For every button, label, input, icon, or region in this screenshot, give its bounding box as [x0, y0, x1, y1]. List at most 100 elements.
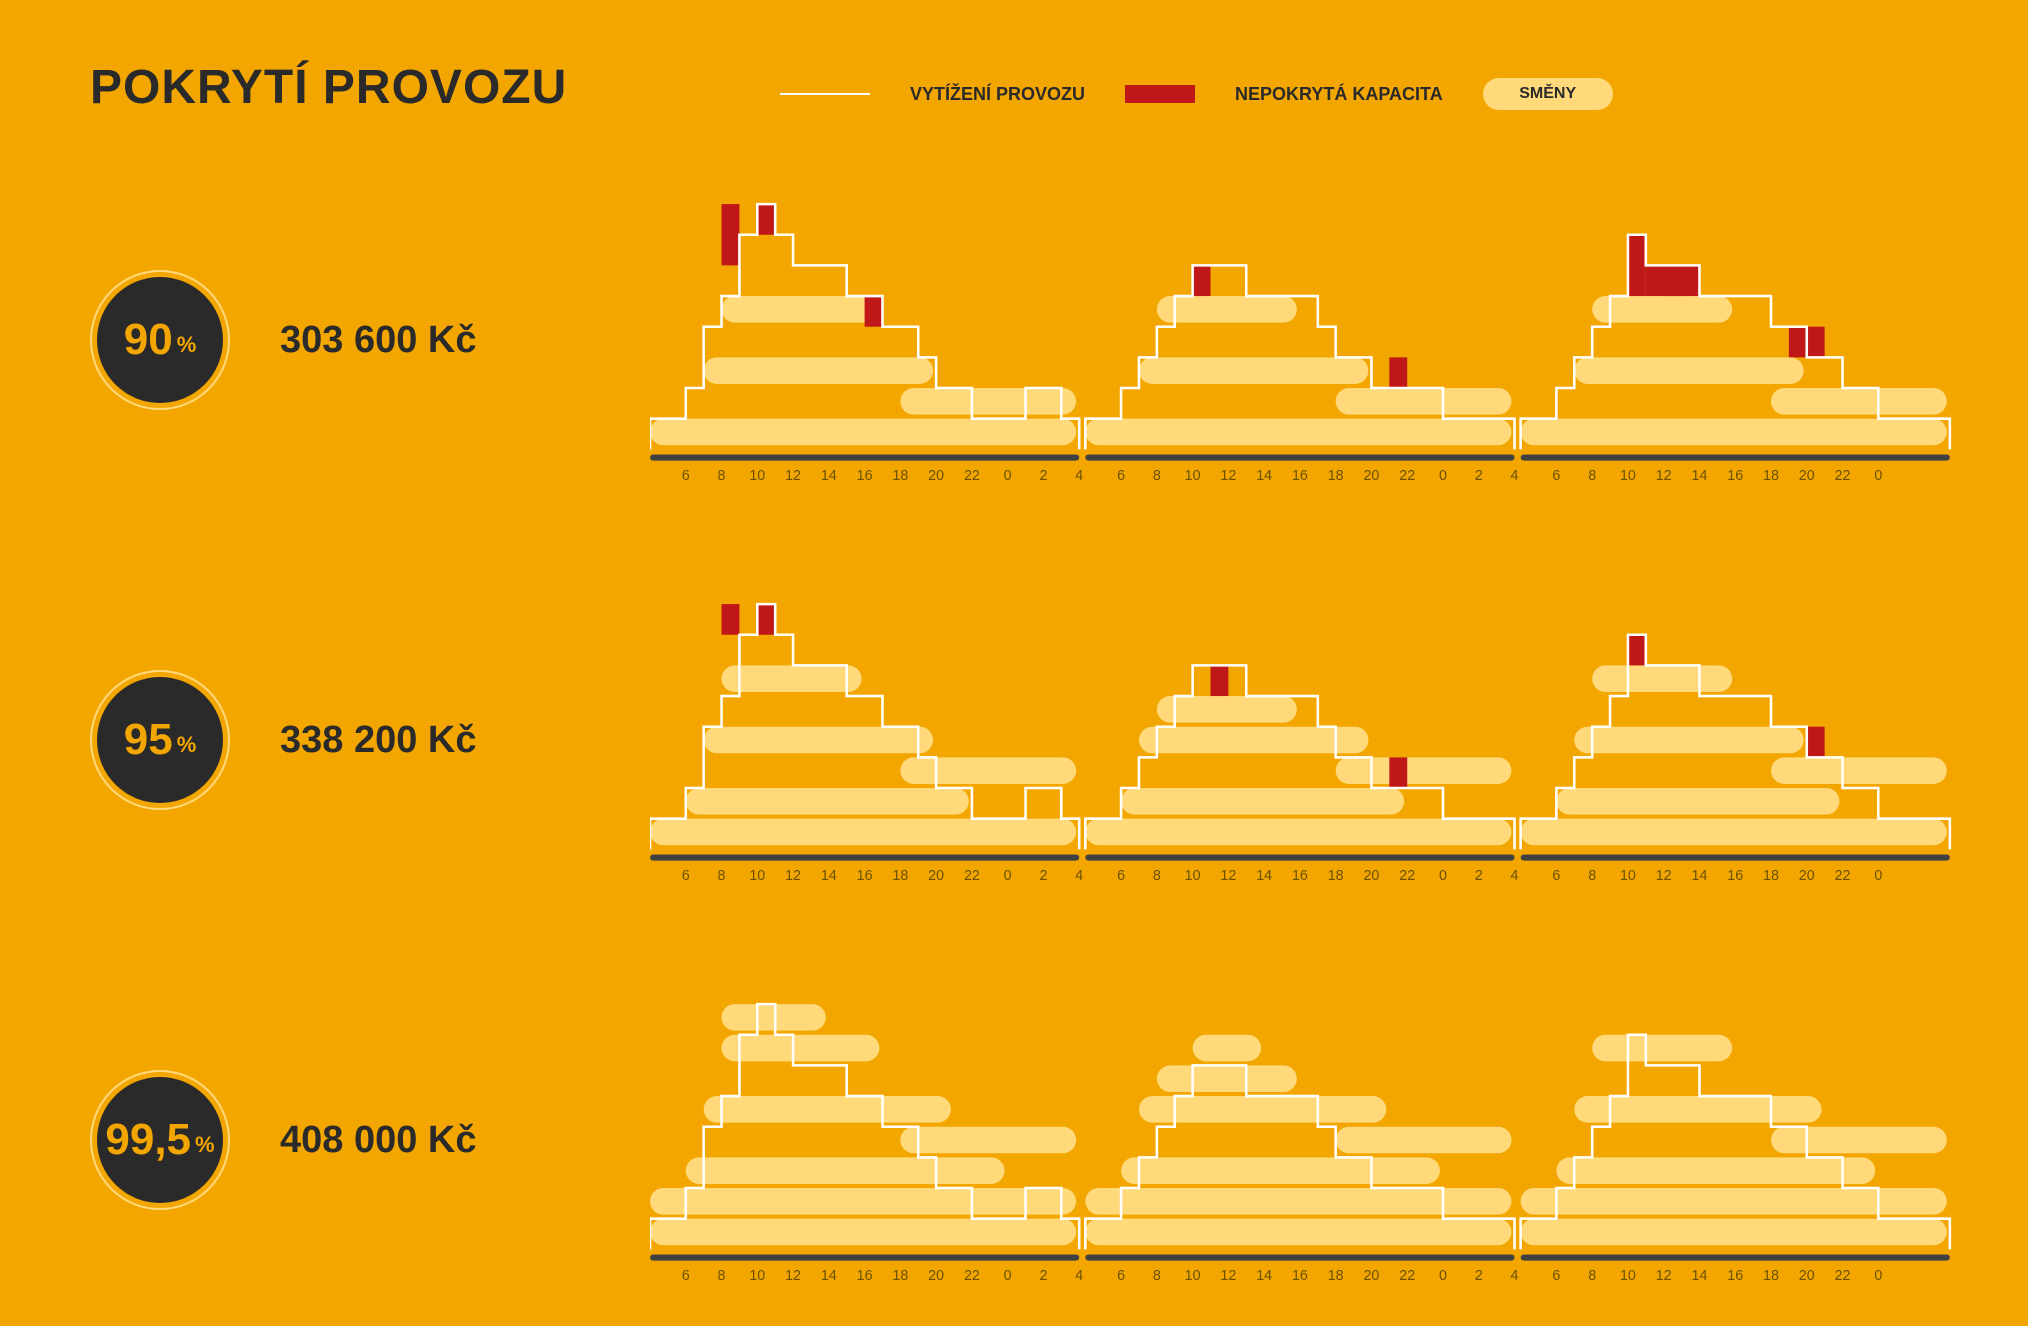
- percent-circle: 95%: [90, 670, 230, 810]
- tick-label: 12: [1220, 468, 1236, 484]
- shift-pill: [1592, 296, 1732, 323]
- uncovered-block: [722, 604, 740, 635]
- tick-label: 18: [892, 868, 908, 884]
- tick-label: 10: [749, 1268, 765, 1284]
- tick-label: 14: [821, 1268, 837, 1284]
- tick-label: 22: [964, 468, 980, 484]
- shift-pill: [1556, 1157, 1875, 1184]
- tick-label: 2: [1039, 868, 1047, 884]
- shift-pill: [1336, 388, 1512, 415]
- tick-label: 8: [718, 468, 726, 484]
- load-line: [650, 204, 1950, 449]
- tick-label: 10: [1185, 868, 1201, 884]
- tick-label: 8: [718, 1268, 726, 1284]
- scenario-row: 99,5%408 000 Kččas6810121416182022024681…: [90, 955, 1958, 1325]
- tick-label: 22: [1835, 468, 1851, 484]
- tick-label: 16: [1292, 468, 1308, 484]
- scenario-row: 95%338 200 Kččas681012141618202202468101…: [90, 555, 1958, 925]
- uncovered-block: [1628, 235, 1646, 296]
- chart-area: čas6810121416182022024681012141618202202…: [650, 555, 1958, 925]
- shift-pill: [650, 1188, 1076, 1215]
- tick-label: 20: [1363, 1268, 1379, 1284]
- tick-label: 10: [1620, 1268, 1636, 1284]
- tick-label: 6: [1552, 1268, 1560, 1284]
- uncovered-block: [1210, 665, 1228, 696]
- tick-label: 18: [892, 1268, 908, 1284]
- tick-label: 0: [1439, 868, 1447, 884]
- tick-label: 2: [1039, 468, 1047, 484]
- tick-label: 8: [1153, 1268, 1161, 1284]
- tick-label: 2: [1475, 868, 1483, 884]
- shift-pill: [1771, 388, 1947, 415]
- tick-label: 22: [964, 1268, 980, 1284]
- shift-pill: [722, 1035, 880, 1062]
- shift-pill: [1157, 296, 1297, 323]
- coverage-chart: čas6810121416182022024681012141618202202…: [650, 155, 1958, 525]
- tick-label: 4: [1075, 468, 1083, 484]
- shift-pill: [1193, 1035, 1261, 1062]
- uncovered-block: [722, 204, 740, 265]
- tick-label: 20: [928, 868, 944, 884]
- tick-label: 14: [1692, 868, 1708, 884]
- shift-pill: [1085, 419, 1511, 446]
- shift-pill: [1139, 727, 1368, 754]
- shift-pill: [1157, 1065, 1297, 1092]
- tick-label: 4: [1075, 1268, 1083, 1284]
- tick-label: 6: [1552, 468, 1560, 484]
- cost-value: 408 000 Kč: [280, 1119, 477, 1162]
- tick-label: 0: [1004, 1268, 1012, 1284]
- tick-label: 8: [1153, 868, 1161, 884]
- tick-label: 20: [928, 1268, 944, 1284]
- shift-pill: [1771, 757, 1947, 784]
- shift-pill: [650, 419, 1076, 446]
- legend-uncovered-label: NEPOKRYTÁ KAPACITA: [1235, 84, 1443, 105]
- shift-pill: [1521, 419, 1947, 446]
- tick-label: 12: [785, 468, 801, 484]
- tick-label: 12: [785, 868, 801, 884]
- shift-pill: [1336, 757, 1512, 784]
- tick-label: 16: [1292, 868, 1308, 884]
- tick-label: 18: [1763, 868, 1779, 884]
- tick-label: 6: [682, 468, 690, 484]
- tick-label: 8: [1153, 468, 1161, 484]
- tick-label: 10: [749, 468, 765, 484]
- tick-label: 6: [682, 1268, 690, 1284]
- tick-label: 18: [1328, 1268, 1344, 1284]
- tick-label: 12: [1656, 868, 1672, 884]
- shift-pill: [1139, 1096, 1386, 1123]
- shift-pill: [650, 819, 1076, 846]
- legend-load-label: VYTÍŽENÍ PROVOZU: [910, 84, 1085, 105]
- tick-label: 6: [1117, 1268, 1125, 1284]
- tick-label: 16: [1727, 868, 1743, 884]
- shift-pill: [1574, 1096, 1821, 1123]
- uncovered-block: [757, 604, 775, 635]
- tick-label: 6: [682, 868, 690, 884]
- uncovered-block: [1807, 727, 1825, 758]
- uncovered-block: [757, 204, 775, 235]
- tick-label: 16: [857, 868, 873, 884]
- tick-label: 16: [857, 1268, 873, 1284]
- shift-pill: [1771, 1127, 1947, 1154]
- tick-label: 4: [1075, 868, 1083, 884]
- scenario-summary: 90%303 600 Kč: [90, 270, 650, 410]
- percent-suffix: %: [177, 732, 197, 758]
- tick-label: 16: [857, 468, 873, 484]
- tick-label: 14: [821, 868, 837, 884]
- uncovered-block: [1628, 635, 1646, 666]
- shift-pill: [1521, 819, 1947, 846]
- shift-pill: [722, 1004, 826, 1031]
- chart-area: čas6810121416182022024681012141618202202…: [650, 955, 1958, 1325]
- scenario-summary: 99,5%408 000 Kč: [90, 1070, 650, 1210]
- tick-label: 14: [1256, 868, 1272, 884]
- cost-value: 303 600 Kč: [280, 319, 477, 362]
- shift-pill: [704, 727, 933, 754]
- tick-label: 0: [1874, 868, 1882, 884]
- legend-line-sample: [780, 93, 870, 95]
- uncovered-block: [1807, 327, 1825, 358]
- shift-pill: [1121, 1157, 1440, 1184]
- tick-label: 0: [1004, 468, 1012, 484]
- shift-pill: [1574, 727, 1803, 754]
- uncovered-block: [1389, 357, 1407, 388]
- tick-label: 6: [1117, 868, 1125, 884]
- tick-label: 22: [1399, 1268, 1415, 1284]
